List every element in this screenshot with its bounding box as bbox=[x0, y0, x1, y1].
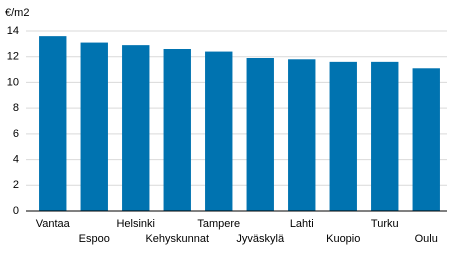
x-tick-label: Turku bbox=[371, 218, 399, 230]
bar bbox=[288, 59, 316, 212]
x-tick-label: Tampere bbox=[197, 218, 240, 230]
bar bbox=[39, 36, 67, 212]
x-tick-label: Vantaa bbox=[36, 218, 71, 230]
x-tick-label: Kehyskunnat bbox=[145, 233, 209, 245]
y-tick-label: 2 bbox=[13, 179, 19, 191]
x-tick-label: Lahti bbox=[290, 218, 314, 230]
y-tick-label: 10 bbox=[7, 76, 19, 88]
y-tick-label: 8 bbox=[13, 102, 19, 114]
y-tick-label: 6 bbox=[13, 128, 19, 140]
x-tick-label: Kuopio bbox=[326, 233, 360, 245]
y-axis-label: €/m2 bbox=[5, 7, 29, 19]
bar bbox=[371, 61, 399, 211]
y-tick-label: 12 bbox=[7, 51, 19, 63]
y-tick-label: 0 bbox=[13, 205, 19, 217]
x-tick-label: Oulu bbox=[415, 233, 438, 245]
x-tick-label: Helsinki bbox=[116, 218, 155, 230]
bar bbox=[412, 68, 440, 212]
bar bbox=[205, 51, 233, 212]
bar bbox=[80, 42, 108, 212]
bar bbox=[122, 45, 150, 212]
bar bbox=[163, 49, 191, 211]
bar bbox=[329, 61, 357, 211]
bar bbox=[246, 58, 274, 211]
x-tick-label: Jyväskylä bbox=[236, 233, 285, 245]
x-tick-label: Espoo bbox=[79, 233, 110, 245]
y-tick-label: 4 bbox=[13, 153, 19, 165]
y-tick-label: 14 bbox=[7, 25, 19, 37]
